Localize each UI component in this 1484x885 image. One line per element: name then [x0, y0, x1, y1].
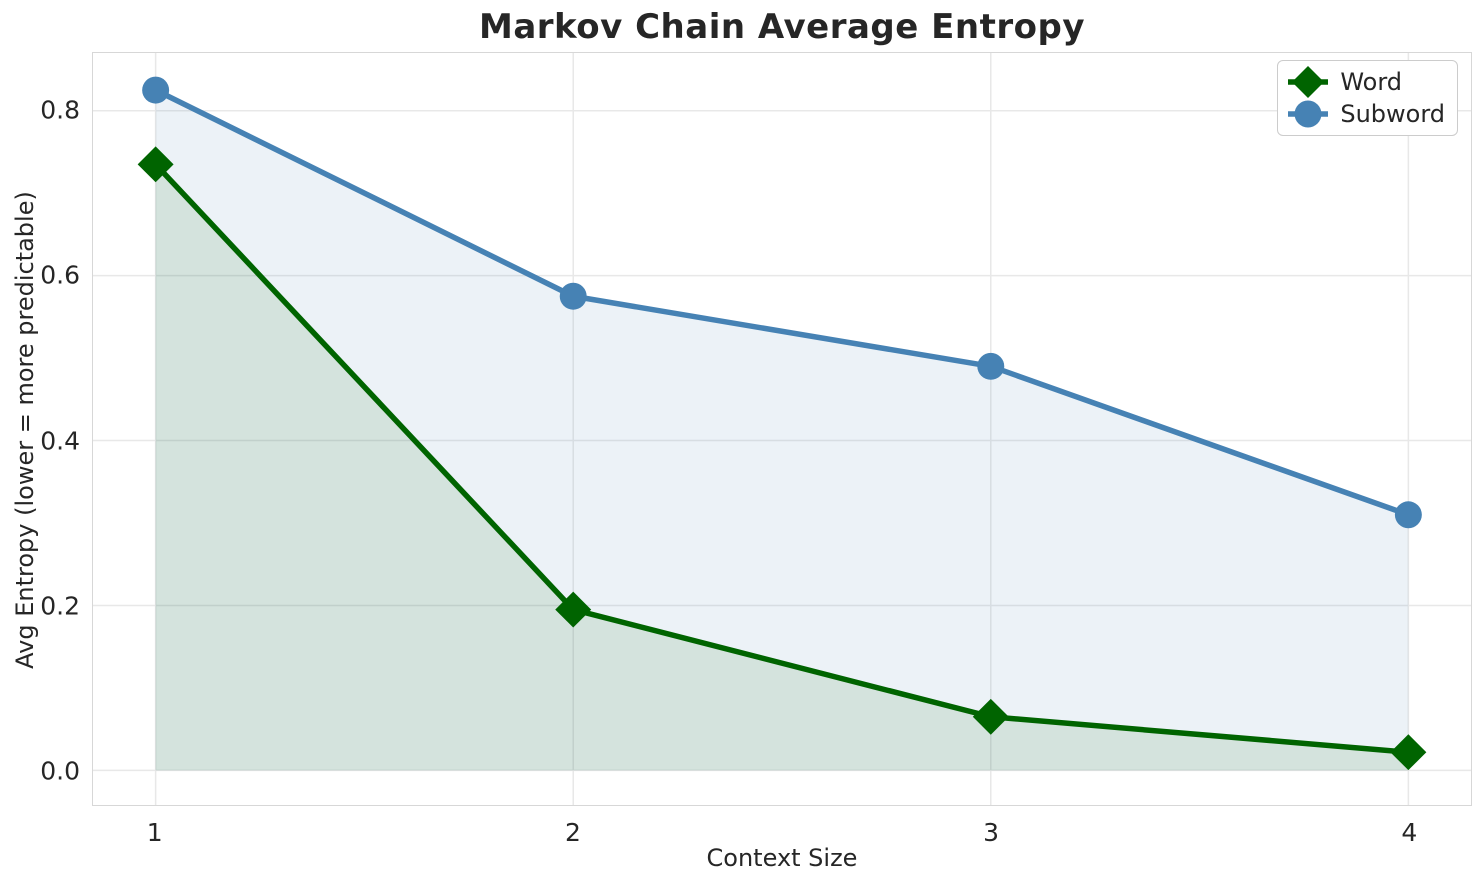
x-axis-label: Context Size: [706, 844, 858, 872]
x-tick-label: 2: [564, 818, 581, 847]
word-area-fill: [155, 164, 1409, 771]
subword-series-icon: [1288, 100, 1329, 128]
legend-label-word: Word: [1340, 68, 1403, 96]
subword-marker: [559, 282, 587, 310]
y-tick-label: 0.8: [40, 95, 80, 125]
x-tick-label: 4: [1401, 818, 1418, 847]
x-tick-label: 1: [146, 818, 163, 847]
y-tick-label: 0.6: [40, 260, 80, 290]
subword-marker: [1394, 501, 1422, 529]
circle-marker-icon: [1294, 100, 1322, 128]
y-tick-label: 0.4: [40, 426, 80, 456]
legend-item-subword: Subword: [1286, 98, 1445, 130]
plot-area: [92, 52, 1472, 806]
legend-label-subword: Subword: [1340, 100, 1445, 128]
chart-svg: [93, 53, 1471, 805]
y-tick-label: 0.0: [40, 756, 80, 786]
subword-line: [152, 87, 1412, 518]
y-tick-label: 0.2: [40, 591, 80, 621]
x-tick-label: 3: [983, 818, 1000, 847]
word-line: [152, 161, 1412, 755]
subword-marker: [142, 76, 170, 104]
chart-title: Markov Chain Average Entropy: [479, 7, 1085, 47]
legend-item-word: Word: [1286, 66, 1445, 98]
subword-area-fill: [155, 90, 1409, 771]
word-series-icon: [1288, 66, 1329, 98]
diamond-marker-icon: [1292, 66, 1325, 98]
subword-marker: [977, 352, 1005, 380]
word-marker: [137, 146, 174, 183]
legend: Word Subword: [1277, 60, 1458, 136]
